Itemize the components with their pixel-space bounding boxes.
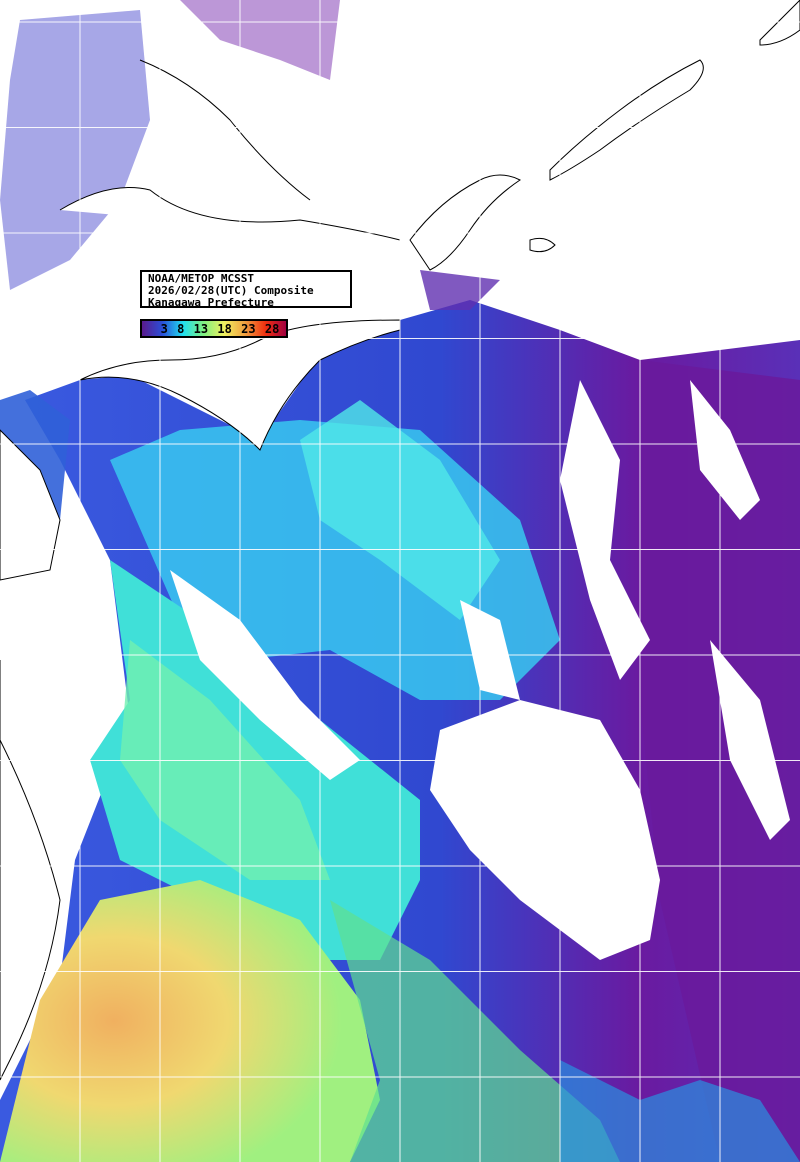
colorbar-tick: 3 [160,321,168,336]
colorbar-tick: 13 [193,321,209,336]
colorbar-tick: 23 [241,321,256,336]
temperature-colorbar: 3 8 13 18 23 28 [140,319,288,338]
colorbar-tick: 18 [217,321,232,336]
title-line-date: 2026/02/28(UTC) Composite [148,284,314,297]
title-line-region: Kanagawa Prefecture [148,296,274,309]
colorbar-tick: 28 [264,321,280,336]
colorbar-tick: 8 [177,321,185,336]
cloud-masks [170,380,790,960]
title-line-source: NOAA/METOP MCSST [148,272,254,285]
title-box: NOAA/METOP MCSST 2026/02/28(UTC) Composi… [140,270,352,309]
